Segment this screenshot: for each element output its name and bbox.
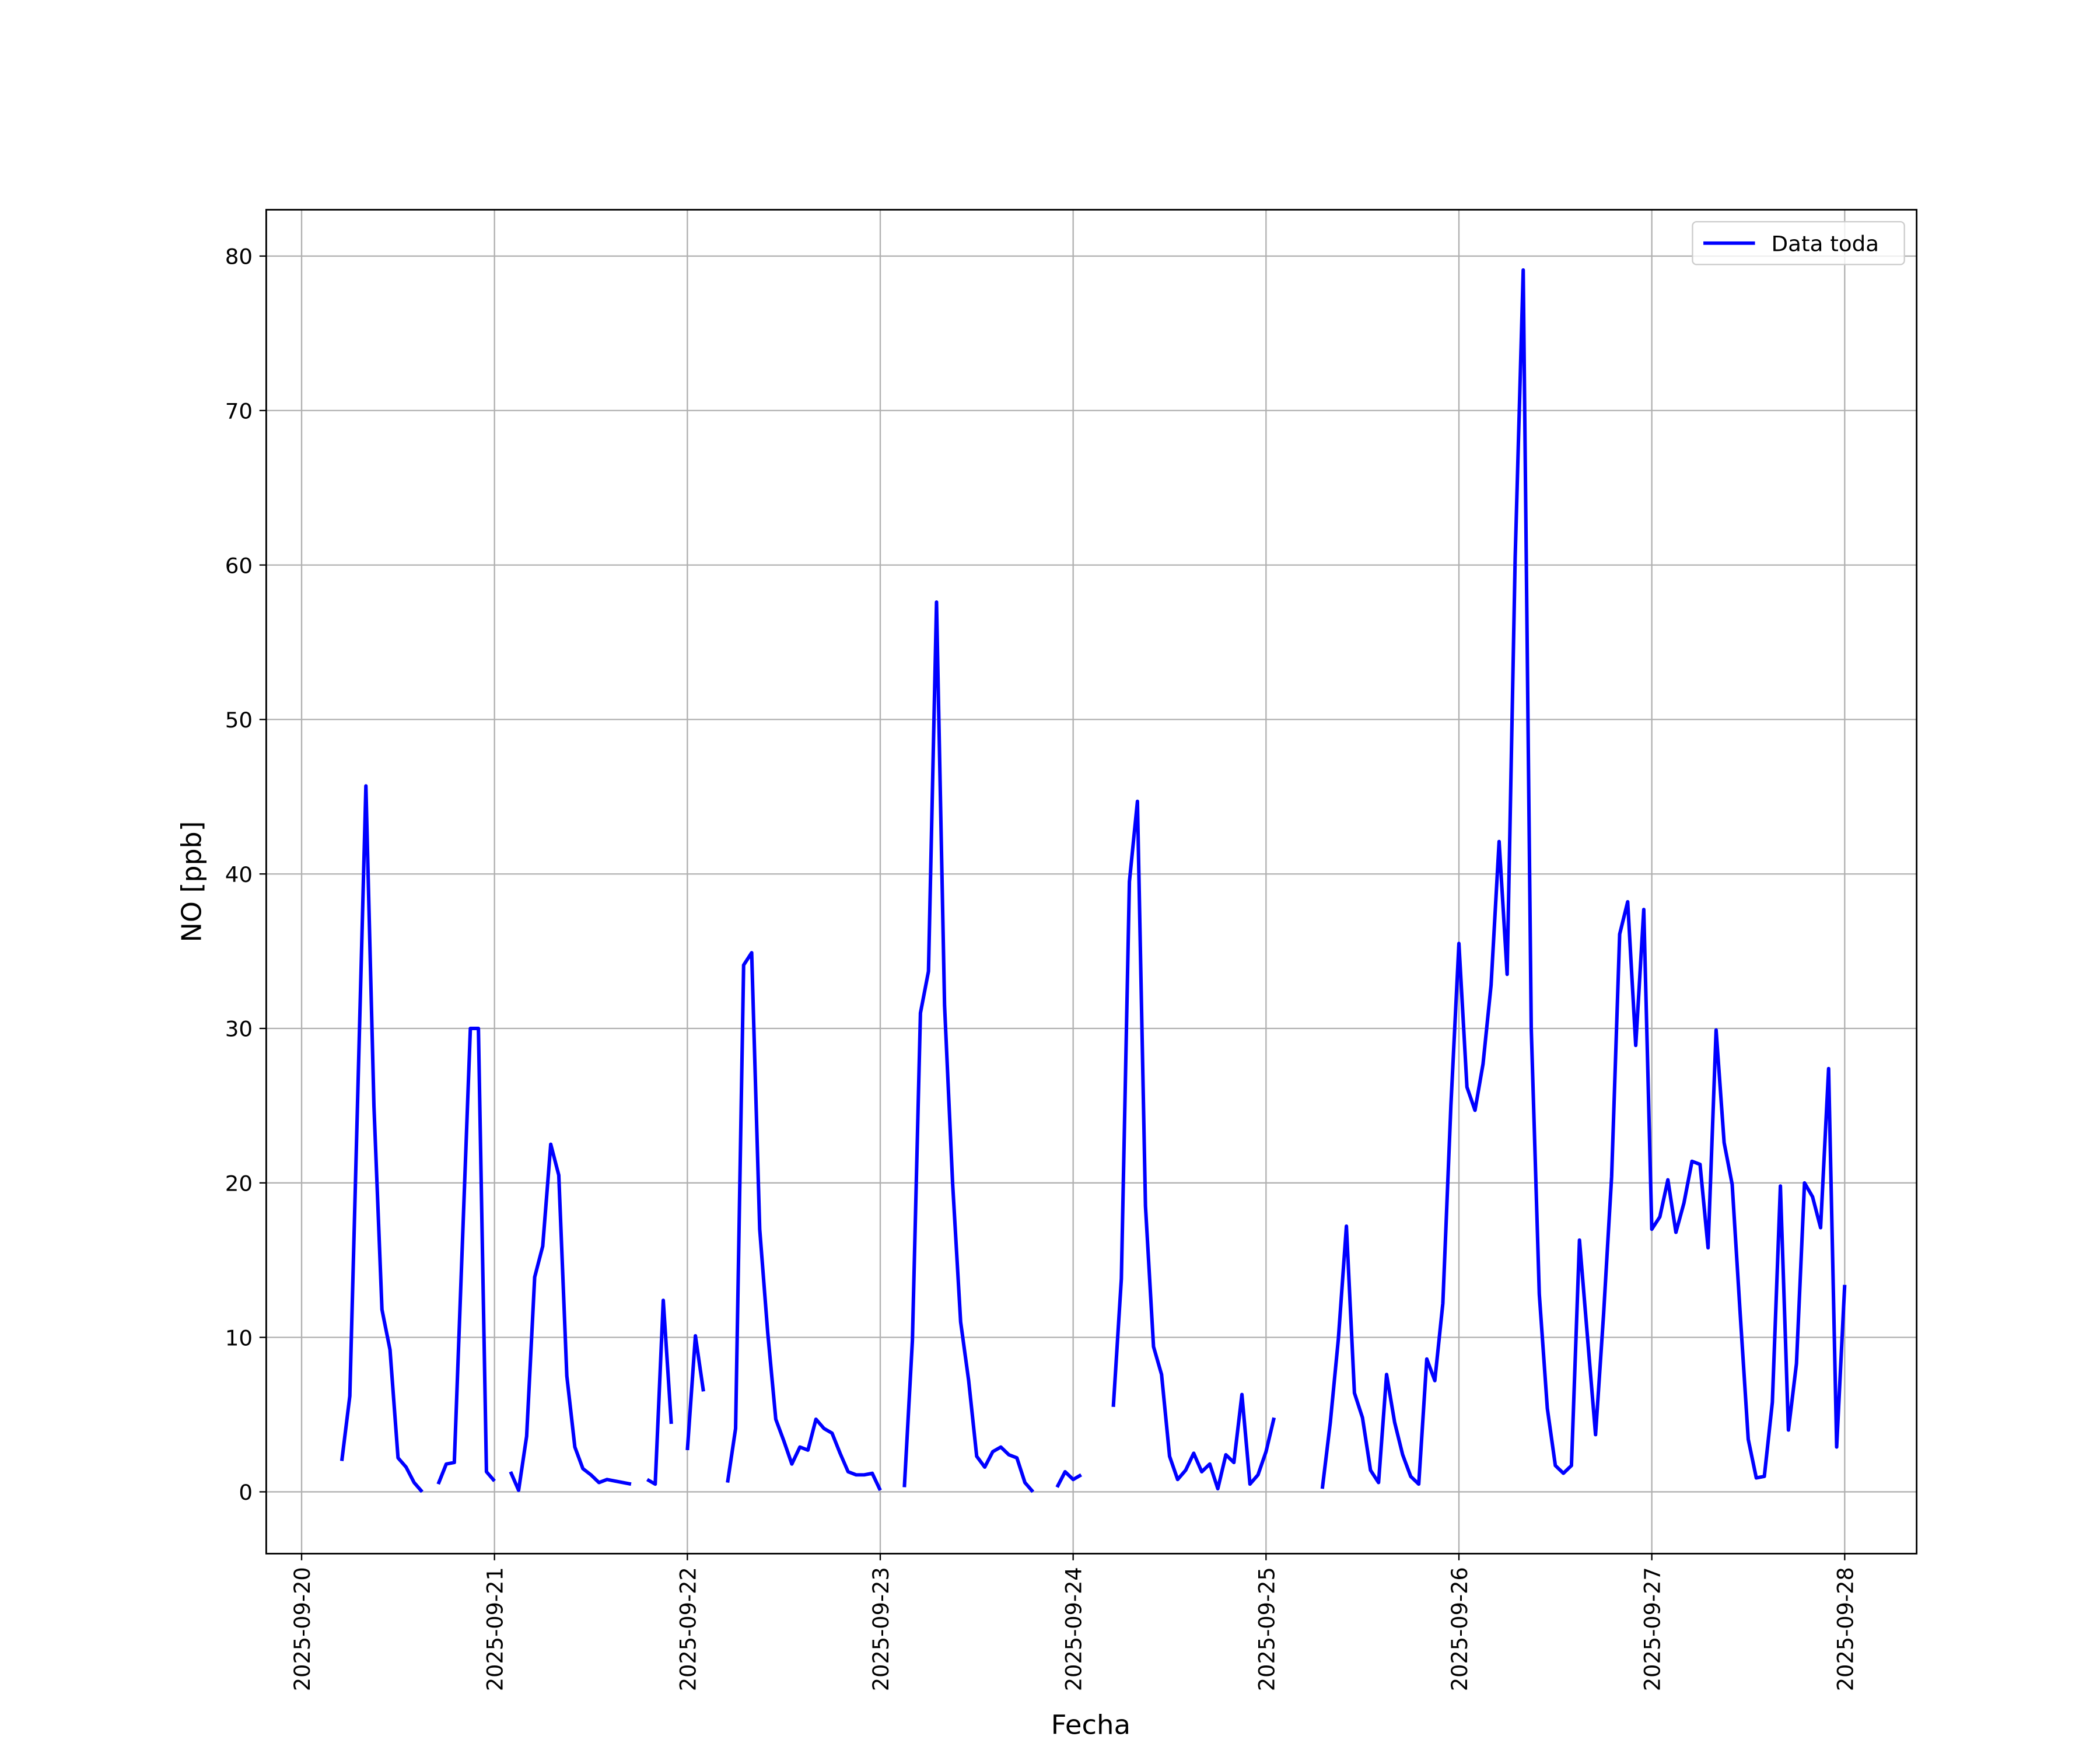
y-tick-label: 50 bbox=[225, 708, 253, 733]
y-tick-label: 0 bbox=[239, 1480, 253, 1505]
y-tick-label: 40 bbox=[225, 862, 253, 887]
x-tick-label: 2025-09-25 bbox=[1254, 1567, 1279, 1691]
x-tick-label: 2025-09-28 bbox=[1833, 1567, 1858, 1691]
x-tick-label: 2025-09-23 bbox=[869, 1567, 894, 1691]
y-tick-label: 30 bbox=[225, 1017, 253, 1042]
y-tick-label: 70 bbox=[225, 399, 253, 424]
y-tick-label: 60 bbox=[225, 554, 253, 579]
legend-label: Data toda bbox=[1771, 232, 1879, 257]
data-line bbox=[340, 268, 1847, 1493]
x-tick-label: 2025-09-20 bbox=[290, 1567, 315, 1691]
x-tick-label: 2025-09-21 bbox=[482, 1567, 508, 1691]
x-tick-label: 2025-09-24 bbox=[1061, 1567, 1086, 1691]
y-tick-label: 10 bbox=[225, 1326, 253, 1351]
x-tick-label: 2025-09-27 bbox=[1640, 1567, 1665, 1691]
x-tick-label: 2025-09-26 bbox=[1447, 1567, 1472, 1691]
y-tick-label: 80 bbox=[225, 244, 253, 270]
x-axis-label: Fecha bbox=[1051, 1709, 1131, 1741]
x-tick-label: 2025-09-22 bbox=[676, 1567, 701, 1691]
axes-frame bbox=[265, 209, 1918, 1555]
plot-area bbox=[340, 268, 1847, 1493]
grid bbox=[266, 209, 1917, 1554]
legend-box bbox=[1692, 221, 1905, 265]
y-axis-label: NO [ppb] bbox=[176, 821, 207, 943]
y-tick-label: 20 bbox=[225, 1171, 253, 1196]
